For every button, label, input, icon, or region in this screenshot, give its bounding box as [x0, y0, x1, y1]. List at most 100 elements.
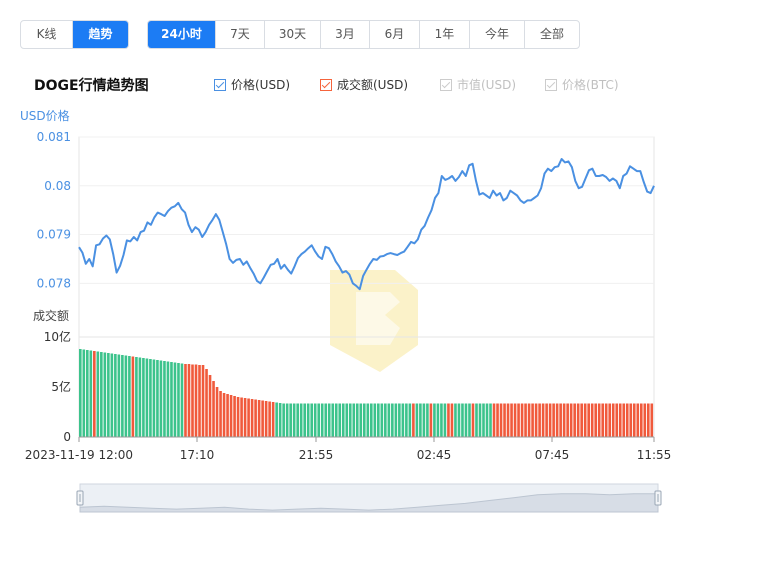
volume-bar: [503, 403, 506, 437]
volume-bar: [531, 403, 534, 437]
volume-bar: [243, 398, 247, 437]
volume-tick-label: 10亿: [44, 329, 71, 344]
volume-bar: [114, 354, 117, 437]
volume-bar: [187, 364, 191, 437]
volume-bars: [79, 349, 654, 437]
volume-bar: [457, 403, 461, 437]
legend-item-0[interactable]: 价格(USD): [214, 76, 290, 93]
volume-bar: [173, 362, 177, 437]
volume-bar: [391, 403, 394, 437]
volume-bar: [447, 403, 450, 437]
volume-bar: [583, 403, 587, 437]
volume-bar: [355, 403, 359, 437]
volume-bar: [145, 358, 149, 437]
volume-bar: [636, 403, 640, 437]
view-type-tabs: K线 趋势: [20, 20, 129, 49]
legend-item-1[interactable]: 成交额(USD): [320, 76, 408, 93]
chart-title: DOGE行情趋势图: [34, 78, 149, 94]
volume-bar: [313, 403, 317, 437]
volume-bar: [580, 403, 583, 437]
volume-bar: [394, 403, 398, 437]
price-tick-label: 0.079: [37, 228, 71, 242]
price-axis-label: USD价格: [20, 109, 70, 123]
price-tick-label: 0.081: [37, 130, 71, 144]
range-tab-4[interactable]: 6月: [370, 21, 420, 48]
range-tab-1[interactable]: 7天: [216, 21, 265, 48]
volume-bar: [271, 402, 275, 437]
volume-bar: [317, 403, 321, 437]
price-tick-label: 0.08: [44, 179, 71, 193]
volume-bar: [384, 403, 387, 437]
volume-bar: [541, 403, 545, 437]
range-tab-0[interactable]: 24小时: [148, 21, 216, 48]
volume-bar: [250, 399, 254, 437]
volume-bar: [464, 403, 468, 437]
volume-bar: [79, 349, 82, 437]
volume-bar: [513, 403, 517, 437]
navigator[interactable]: [76, 483, 662, 513]
view-tab-0[interactable]: K线: [21, 21, 73, 48]
volume-bar: [264, 401, 268, 437]
price-line-group: [78, 158, 655, 291]
range-tab-5[interactable]: 1年: [420, 21, 470, 48]
volume-bar: [380, 403, 384, 437]
volume-bar: [229, 395, 233, 437]
volume-bar: [601, 403, 605, 437]
volume-bar: [278, 403, 282, 437]
range-tab-2[interactable]: 30天: [265, 21, 321, 48]
volume-bar: [177, 363, 180, 437]
volume-bar: [401, 403, 405, 437]
volume-bar: [135, 357, 138, 437]
price-axis: 0.081 0.08 0.079 0.078: [37, 130, 71, 290]
volume-bar: [275, 402, 278, 437]
volume-bar: [138, 357, 142, 437]
legend-label: 价格(BTC): [562, 78, 619, 92]
volume-bar: [117, 354, 121, 437]
volume-bar: [233, 396, 236, 437]
volume-bar: [338, 403, 342, 437]
legend-checkbox-icon[interactable]: [545, 78, 557, 91]
price-line: [78, 158, 655, 291]
volume-bar: [331, 403, 335, 437]
volume-bar: [142, 358, 145, 437]
volume-bar: [436, 403, 440, 437]
volume-bar: [191, 364, 194, 437]
volume-bar: [611, 403, 615, 437]
volume-bar: [576, 403, 580, 437]
legend-checkbox-icon[interactable]: [320, 78, 332, 91]
range-tab-3[interactable]: 3月: [321, 21, 370, 48]
range-tab-6[interactable]: 今年: [470, 21, 525, 48]
volume-bar: [615, 403, 619, 437]
volume-bar: [650, 403, 654, 437]
volume-bar: [303, 403, 306, 437]
view-tab-1[interactable]: 趋势: [73, 21, 128, 48]
x-tick-label: 11:55: [637, 448, 672, 462]
legend-checkbox-icon[interactable]: [440, 78, 452, 91]
volume-bar: [559, 403, 562, 437]
legend-checkbox-icon[interactable]: [214, 78, 226, 91]
volume-bar: [377, 403, 380, 437]
legend-item-2[interactable]: 市值(USD): [440, 76, 516, 93]
volume-bar: [489, 403, 492, 437]
volume-bar: [184, 364, 187, 437]
volume-bar: [552, 403, 555, 437]
volume-bar: [82, 349, 86, 437]
volume-bar: [212, 381, 215, 437]
volume-tick-label: 0: [63, 430, 71, 444]
volume-bar: [292, 403, 296, 437]
volume-bar: [496, 403, 499, 437]
volume-bar: [510, 403, 513, 437]
legend-item-3[interactable]: 价格(BTC): [545, 76, 619, 93]
volume-bar: [352, 403, 356, 437]
volume-bar: [345, 403, 349, 437]
volume-bar: [131, 356, 135, 437]
range-tab-7[interactable]: 全部: [539, 27, 564, 41]
volume-bar: [163, 361, 166, 437]
legend-label: 成交额(USD): [337, 78, 409, 92]
volume-bar: [93, 351, 96, 437]
volume-bar: [461, 403, 464, 437]
volume-bar: [569, 403, 573, 437]
volume-bar: [443, 403, 447, 437]
navigator-area: [79, 493, 659, 513]
volume-bar: [419, 403, 422, 437]
